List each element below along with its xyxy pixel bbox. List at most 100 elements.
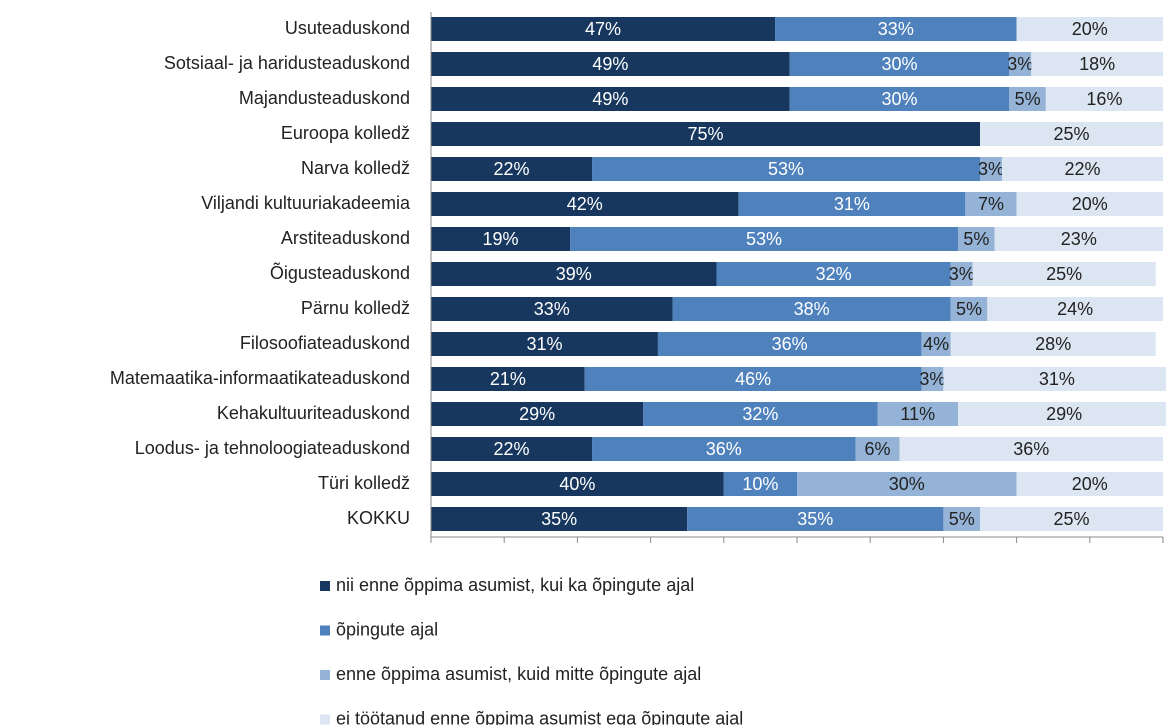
category-label: Türi kolledž (318, 473, 410, 493)
bar-segment (657, 332, 922, 356)
category-label: Majandusteaduskond (239, 88, 410, 108)
bar-segment (943, 367, 1166, 391)
data-label: 35% (541, 509, 577, 529)
bar-segment (980, 157, 1002, 181)
data-label: 22% (494, 159, 530, 179)
data-label: 36% (706, 439, 742, 459)
bar-segment (687, 507, 944, 531)
data-label: 6% (865, 439, 891, 459)
bar-segment (775, 17, 1017, 41)
bar-segment (672, 297, 951, 321)
legend-swatch (320, 625, 330, 636)
bar-segment (1045, 87, 1163, 111)
data-label: 20% (1072, 474, 1108, 494)
bar-segment (958, 402, 1166, 426)
data-label: 30% (881, 89, 917, 109)
data-label: 33% (534, 299, 570, 319)
bar-segment (1016, 17, 1163, 41)
data-label: 49% (592, 89, 628, 109)
bar-segment (950, 332, 1156, 356)
bar-segment (431, 262, 717, 286)
data-label: 75% (687, 124, 723, 144)
bar-segment (592, 437, 856, 461)
category-label: Sotsiaal- ja haridusteaduskond (164, 53, 410, 73)
data-label: 30% (889, 474, 925, 494)
data-label: 22% (1064, 159, 1100, 179)
bar-segment (980, 507, 1163, 531)
data-label: 53% (746, 229, 782, 249)
legend-swatch (320, 581, 330, 591)
bar-segment (965, 192, 1017, 216)
data-label: 31% (1039, 369, 1075, 389)
bar-segment (921, 367, 944, 391)
data-label: 38% (794, 299, 830, 319)
category-label: KOKKU (347, 508, 410, 528)
data-label: 36% (772, 334, 808, 354)
bar-segment (431, 17, 776, 41)
bar-segment (1031, 52, 1163, 76)
data-label: 31% (526, 334, 562, 354)
bar-segment (987, 297, 1163, 321)
data-label: 30% (881, 54, 917, 74)
data-label: 39% (556, 264, 592, 284)
bar-segment (789, 87, 1010, 111)
data-label: 23% (1061, 229, 1097, 249)
bar-segment (431, 367, 585, 391)
legend-label: enne õppima asumist, kuid mitte õpingute… (336, 664, 701, 684)
data-label: 4% (923, 334, 949, 354)
legend-swatch (320, 670, 330, 680)
category-label: Filosoofiateaduskond (240, 333, 410, 353)
bar-segment (431, 52, 790, 76)
bar-segment (789, 52, 1010, 76)
data-label: 18% (1079, 54, 1115, 74)
data-label: 25% (1053, 124, 1089, 144)
data-label: 5% (949, 509, 975, 529)
category-label: Viljandi kultuuriakadeemia (201, 193, 411, 213)
data-label: 47% (585, 19, 621, 39)
data-label: 21% (490, 369, 526, 389)
bar-segment (431, 402, 644, 426)
bar-segment (431, 332, 658, 356)
data-label: 20% (1072, 194, 1108, 214)
bar-segment (950, 262, 973, 286)
bar-segment (1016, 472, 1163, 496)
data-label: 3% (978, 159, 1004, 179)
data-label: 49% (592, 54, 628, 74)
bar-segment (643, 402, 878, 426)
data-label: 3% (919, 369, 945, 389)
category-label: Matemaatika-informaatikateaduskond (110, 368, 410, 388)
data-label: 11% (900, 404, 935, 424)
data-label: 5% (963, 229, 989, 249)
bar-segment (431, 87, 790, 111)
bar-segment (958, 227, 995, 251)
data-label: 3% (949, 264, 975, 284)
bar-segment (950, 297, 988, 321)
bar-segment (431, 192, 739, 216)
bar-segment (431, 157, 593, 181)
legend-label: õpingute ajal (336, 619, 438, 639)
bar-segment (431, 297, 673, 321)
category-label: Narva kolledž (301, 158, 410, 178)
data-label: 32% (742, 404, 778, 424)
bar-segment (716, 262, 951, 286)
data-label: 3% (1007, 54, 1033, 74)
bar-segment (431, 122, 980, 146)
bar-segment (1009, 87, 1046, 111)
data-label: 28% (1035, 334, 1071, 354)
bar-segment (738, 192, 966, 216)
data-label: 31% (834, 194, 870, 214)
bar-segment (943, 507, 980, 531)
bar-segment (921, 332, 951, 356)
bar-segment (1016, 192, 1163, 216)
bar-segment (899, 437, 1163, 461)
data-label: 29% (1046, 404, 1082, 424)
data-label: 19% (483, 229, 519, 249)
bar-segment (1009, 52, 1032, 76)
bar-segment (855, 437, 900, 461)
bar-segment (797, 472, 1017, 496)
legend-label: ei töötanud enne õppima asumist ega õpin… (336, 708, 743, 725)
data-label: 46% (735, 369, 771, 389)
data-label: 7% (978, 194, 1004, 214)
data-label: 5% (1015, 89, 1041, 109)
